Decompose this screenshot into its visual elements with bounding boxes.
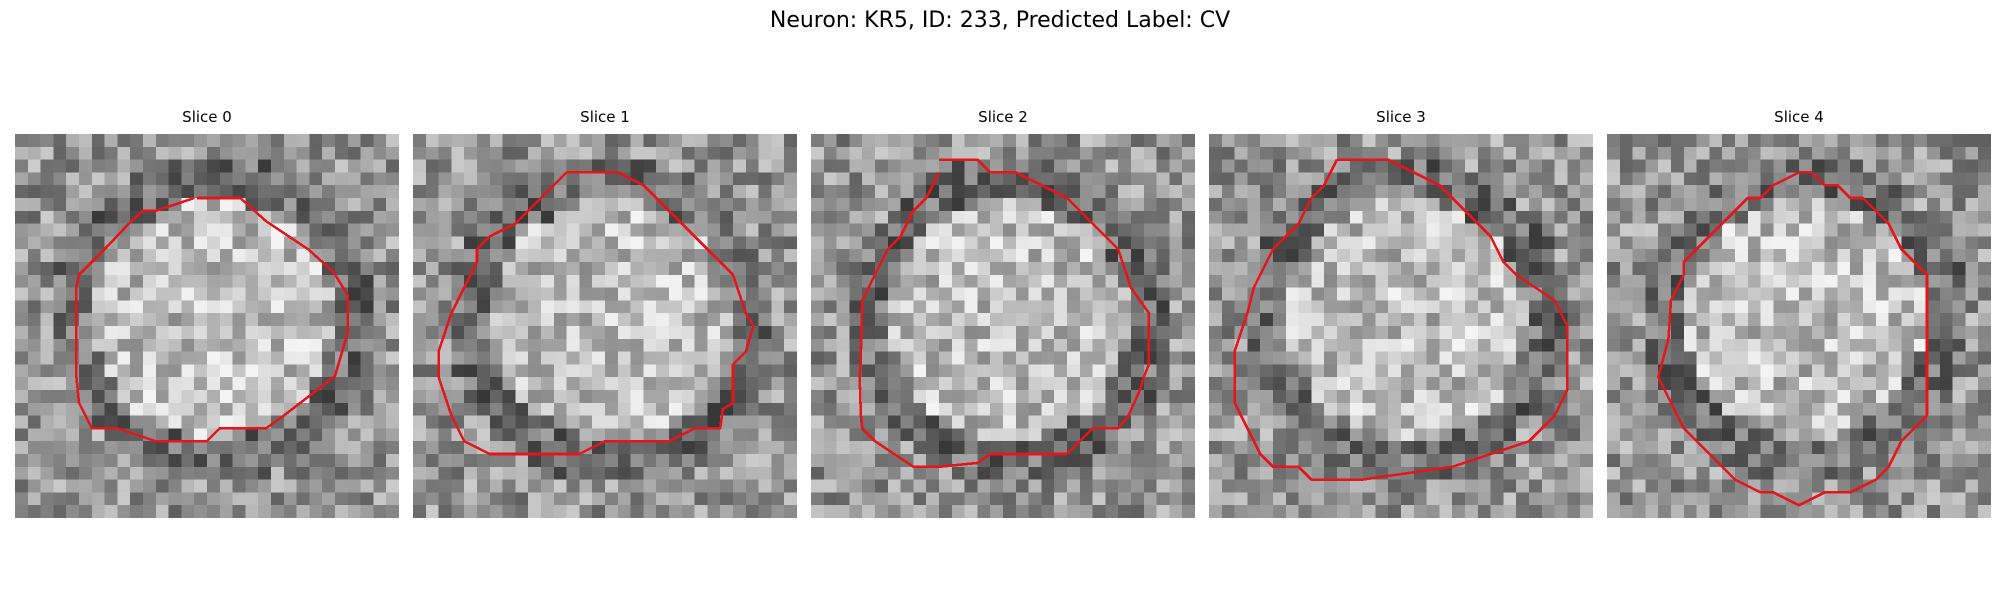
slice-image — [1607, 134, 1991, 518]
contour-outline — [75, 196, 350, 443]
slice-title: Slice 2 — [978, 108, 1028, 126]
slice-title: Slice 0 — [182, 108, 232, 126]
figure-title: Neuron: KR5, ID: 233, Predicted Label: C… — [769, 8, 1231, 33]
slice-title: Slice 4 — [1774, 108, 1824, 126]
contour-outline — [1233, 158, 1569, 481]
contour-outline — [1656, 171, 1929, 507]
slice-title: Slice 1 — [580, 108, 630, 126]
slice-image — [1209, 134, 1593, 518]
slice-image — [15, 134, 399, 518]
contour-outline — [437, 171, 755, 456]
slice-image — [413, 134, 797, 518]
contour-outline — [858, 158, 1151, 469]
slice-title: Slice 3 — [1376, 108, 1426, 126]
slice-image — [811, 134, 1195, 518]
